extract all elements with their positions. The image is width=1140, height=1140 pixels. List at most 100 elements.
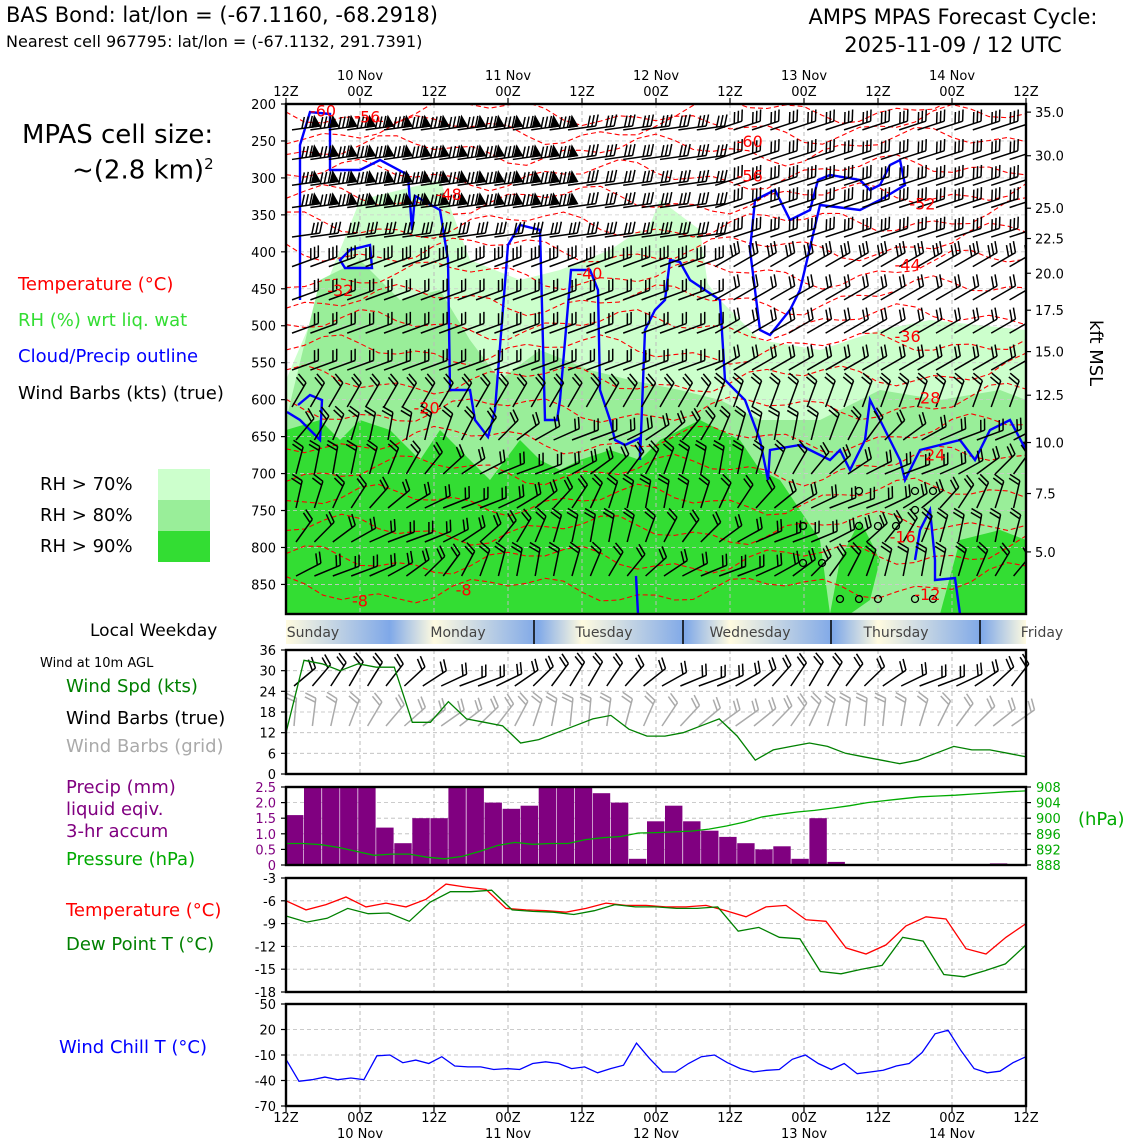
wind-barb-staff — [641, 232, 670, 238]
wind-barb-feather — [345, 193, 350, 206]
wind-barb-feather — [700, 376, 710, 387]
wind-barb-feather — [429, 54, 434, 65]
wind-barb-feather — [538, 454, 541, 466]
wind-barb — [992, 655, 1015, 687]
wind-barb-feather — [338, 553, 342, 566]
wind-barb-feather — [452, 193, 457, 206]
wind-barb — [402, 221, 434, 238]
wind-barb-staff — [921, 425, 947, 441]
wind-barb-feather — [525, 116, 530, 129]
wind-barb-feather — [880, 545, 892, 554]
wind-barb-staff — [493, 382, 510, 408]
wind-barb — [770, 139, 799, 161]
wind-barb-feather — [381, 409, 393, 418]
wind-barb-feather — [796, 216, 799, 229]
wind-barb-staff — [623, 180, 652, 187]
wind-barb — [586, 221, 618, 238]
wind-barb — [718, 554, 747, 577]
wind-barb — [606, 473, 619, 509]
wind-barb — [406, 520, 434, 543]
wind-barb-feather — [529, 541, 541, 550]
wind-barb-feather — [972, 189, 975, 202]
wind-barb-feather — [323, 87, 328, 98]
wind-barb-feather — [718, 350, 721, 362]
wind-barb — [530, 278, 559, 301]
wind-barb-feather — [540, 116, 545, 129]
wind-barb-feather — [627, 114, 632, 127]
wind-barb-staff — [678, 180, 707, 187]
precip-marker — [928, 594, 938, 604]
wind-barb-feather — [609, 52, 614, 63]
wind-barb-feather — [810, 140, 813, 153]
wind-barb-feather — [733, 111, 736, 124]
wind-barb-feather — [719, 114, 724, 127]
wind-barb-feather — [1027, 700, 1032, 713]
wind-barb — [567, 311, 596, 334]
wind-barb-feather — [880, 167, 883, 180]
wind-barb-feather — [483, 311, 485, 324]
wind-barb-staff — [696, 289, 724, 301]
wind-barb-feather — [939, 140, 942, 153]
wind-barb-feather — [644, 695, 654, 705]
temperature-contour — [286, 477, 1026, 517]
wind-barb-feather — [437, 171, 442, 183]
wind-barb-feather — [689, 512, 698, 524]
wind-barb-staff — [862, 227, 890, 238]
wind-barb-feather — [755, 166, 758, 178]
wind-barb-feather — [499, 665, 502, 678]
wind-barb-feather — [577, 478, 586, 489]
wind-barb — [641, 143, 673, 161]
wind-barb-staff — [385, 704, 405, 727]
wind-barb-feather — [784, 244, 789, 257]
precip-marker — [798, 521, 808, 531]
wind-barb-staff — [549, 289, 577, 301]
wind-barb-staff — [530, 382, 546, 408]
forecast-cycle-title: AMPS MPAS Forecast Cycle: 2025-11-09 / 1… — [795, 3, 1111, 59]
wind-barb — [788, 109, 817, 131]
wind-barb-feather — [350, 313, 353, 325]
wind-barb-feather — [715, 511, 722, 523]
wind-barb-feather — [417, 698, 424, 711]
wind-speed-line — [285, 659, 1027, 765]
wind-barb-staff — [884, 495, 911, 509]
top-time-tick-label: 00Z — [643, 85, 669, 100]
precip-bar — [719, 836, 737, 865]
wind-barb — [381, 405, 394, 441]
wind-barb — [770, 109, 799, 131]
wind-barb-staff — [862, 150, 890, 161]
wind-barb-staff — [438, 382, 454, 408]
wind-barb-feather — [611, 348, 614, 361]
wind-barb-staff — [790, 662, 808, 687]
wind-barb-feather — [703, 245, 706, 258]
wind-barb-staff — [825, 318, 851, 334]
wind-barb-feather — [535, 376, 544, 387]
wind-barb — [479, 449, 506, 475]
wind-barb-staff — [663, 559, 688, 577]
wind-barb-staff — [328, 322, 356, 334]
wind-barb — [330, 652, 347, 687]
wind-barb-staff — [608, 514, 615, 543]
wind-barb-feather — [360, 116, 365, 129]
wind-barb-staff — [917, 318, 943, 334]
wind-barb-pennant — [439, 53, 448, 64]
wind-barb-feather — [484, 221, 489, 234]
wind-barb-feather — [957, 274, 961, 287]
wind-barb-feather — [808, 550, 813, 562]
wind-barb — [714, 344, 741, 371]
wind-barb-staff — [663, 480, 670, 509]
wind-barb-staff — [534, 463, 562, 475]
wind-barb-feather — [777, 139, 780, 151]
precip-bar — [755, 849, 773, 865]
wind-barb-feather — [466, 146, 471, 159]
wind-barb-staff — [402, 256, 429, 268]
wind-barb-feather — [544, 116, 549, 129]
wind-barb-pennant — [384, 192, 395, 206]
wind-barb — [753, 697, 777, 727]
wind-barb-feather — [865, 307, 869, 320]
wind-barb-feather — [579, 696, 591, 703]
wind-barb-feather — [755, 274, 759, 287]
temperature-panel-frame — [284, 876, 1028, 994]
panel-tick-label: 0.5 — [255, 843, 276, 858]
wind-barb-feather — [770, 141, 773, 154]
wind-barb-staff — [512, 322, 540, 334]
